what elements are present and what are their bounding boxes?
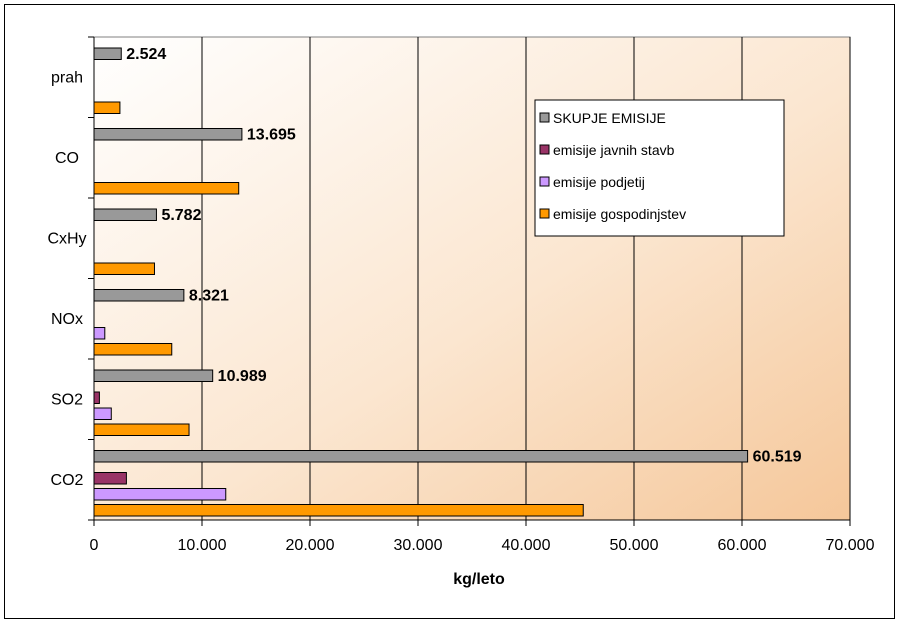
x-tick-label: 40.000 — [502, 537, 551, 554]
bar — [93, 101, 121, 114]
x-tick-label: 10.000 — [178, 537, 227, 554]
legend: SKUPJE EMISIJE emisije javnih stavb emisij… — [534, 99, 785, 237]
legend-entry: emisije podjetij — [553, 174, 645, 190]
bar — [93, 504, 584, 517]
bar — [93, 327, 106, 340]
category-label: prah — [51, 69, 83, 86]
category-label: CxHy — [47, 230, 86, 247]
x-tick-label: 20.000 — [286, 537, 335, 554]
legend-entry: emisije javnih stavb — [553, 142, 675, 158]
bar — [93, 407, 112, 420]
category-label: CO2 — [51, 472, 84, 489]
data-label: 5.782 — [161, 207, 201, 224]
bar — [93, 369, 214, 382]
bar — [93, 289, 185, 302]
bar — [93, 450, 749, 463]
bar — [93, 182, 240, 195]
bar — [93, 208, 157, 221]
category-label: CO — [55, 150, 79, 167]
bar — [93, 47, 122, 60]
data-label: 13.695 — [247, 127, 296, 144]
legend-box — [534, 99, 785, 237]
legend-entry: SKUPJE EMISIJE — [553, 110, 666, 126]
bar — [93, 488, 227, 501]
category-label: SO2 — [51, 391, 83, 408]
data-label: 8.321 — [189, 288, 229, 305]
data-label: 10.989 — [218, 368, 267, 385]
x-tick-label: 60.000 — [718, 537, 767, 554]
bar — [93, 472, 127, 485]
legend-swatch — [539, 176, 550, 187]
bar — [93, 262, 155, 275]
bars — [93, 47, 749, 517]
x-tick-label: 30.000 — [394, 537, 443, 554]
x-tick-label: 50.000 — [610, 537, 659, 554]
legend-entry: emisije gospodinjstev — [553, 206, 686, 222]
axes: 0 10.000 20.000 30.000 40.000 50.000 60.000 70.… — [47, 36, 875, 554]
x-axis-label: kg/leto — [453, 571, 505, 588]
legend-swatch — [539, 144, 550, 155]
x-tick-label: 0 — [90, 537, 99, 554]
bar — [93, 343, 173, 356]
bar — [93, 128, 243, 141]
bar — [93, 423, 190, 436]
data-label: 2.524 — [126, 46, 166, 63]
chart-frame: 0 10.000 20.000 30.000 40.000 50.000 60.000 70.… — [4, 4, 895, 619]
category-label: NOx — [51, 311, 83, 328]
chart-canvas: 0 10.000 20.000 30.000 40.000 50.000 60.000 70.… — [47, 36, 875, 588]
bar — [93, 391, 100, 404]
legend-swatch — [539, 208, 550, 219]
legend-swatch — [539, 112, 550, 123]
x-tick-label: 70.000 — [826, 537, 875, 554]
labels: 2.524 13.695 5.782 8.321 10.989 60.519 kg/leto — [126, 46, 801, 588]
data-label: 60.519 — [753, 449, 802, 466]
